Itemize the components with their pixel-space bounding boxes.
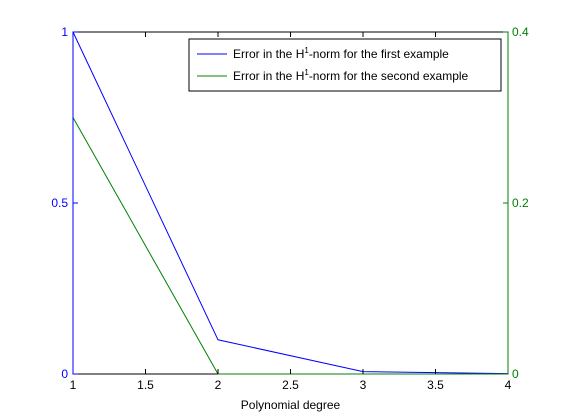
y-right-tick-label: 0 [512, 367, 519, 381]
x-tick-label: 2.5 [282, 378, 299, 392]
legend-label-prefix: Error in the H [233, 47, 304, 61]
legend-label-suffix: -norm for the first example [309, 47, 449, 61]
y-left-tick-label: 0.5 [51, 196, 68, 210]
y-right-tick-label: 0.2 [512, 196, 529, 210]
y-left-tick-label: 0 [61, 367, 68, 381]
legend-label-superscript: 1 [304, 46, 309, 55]
legend-label-prefix: Error in the H [233, 69, 304, 83]
x-tick-label: 2 [215, 378, 222, 392]
x-axis-label: Polynomial degree [241, 398, 341, 412]
x-tick-label: 1 [70, 378, 77, 392]
legend-label-suffix: -norm for the second example [309, 69, 469, 83]
legend-box [188, 38, 502, 92]
y-left-tick-label: 1 [61, 25, 68, 39]
x-tick-label: 3 [360, 378, 367, 392]
y-right-tick-label: 0.4 [512, 25, 529, 39]
legend-label-1: Error in the H1-norm for the first examp… [233, 46, 449, 61]
legend-label-superscript: 1 [304, 68, 309, 77]
x-tick-label: 1.5 [137, 378, 154, 392]
legend-label-2: Error in the H1-norm for the second exam… [233, 68, 469, 83]
x-tick-label: 4 [505, 378, 512, 392]
x-tick-label: 3.5 [427, 378, 444, 392]
legend: Error in the H1-norm for the first examp… [188, 38, 502, 92]
